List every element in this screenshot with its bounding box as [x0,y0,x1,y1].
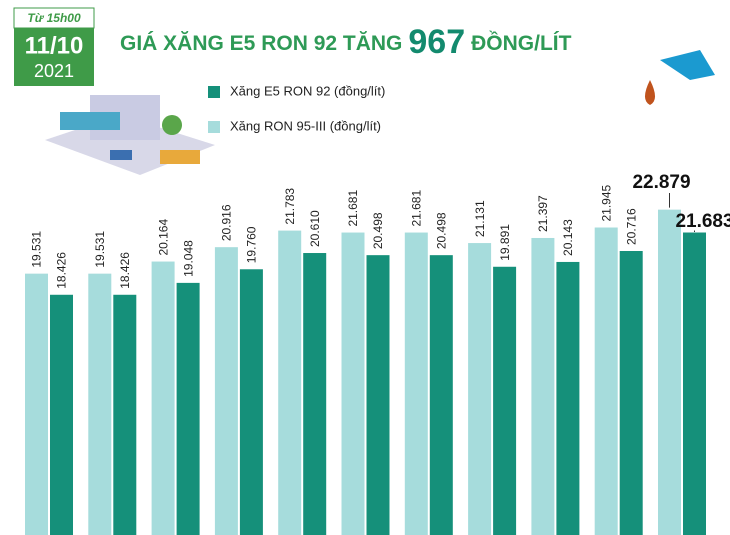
value-label: 20.916 [220,204,234,241]
bar [113,294,137,535]
legend-swatch [208,86,220,98]
legend-label: Xăng RON 95-III (đồng/lít) [230,118,381,133]
bar [658,209,681,535]
value-label: 18.426 [55,252,69,289]
date-day: 11/10 [25,32,84,59]
bar [151,261,175,535]
bar [404,232,428,535]
bar [278,230,302,535]
bar [683,232,706,535]
value-label: 21.945 [599,184,613,221]
bar [619,250,643,535]
chart-title: GIÁ XĂNG E5 RON 92 TĂNG 967 ĐỒNG/LÍT [120,23,572,61]
value-label: 19.531 [93,231,107,268]
value-label: 20.610 [308,210,322,247]
bar [239,269,263,535]
value-label: 21.683 [675,211,730,232]
bar [341,232,365,535]
bar [468,243,492,535]
bar [429,255,453,535]
legend-swatch [208,121,220,133]
value-label: 20.143 [561,219,575,256]
bar [366,255,390,535]
title-end: ĐỒNG/LÍT [471,31,571,55]
value-label: 20.498 [371,212,385,249]
value-label: 21.397 [536,195,550,232]
date-year: 2021 [34,61,74,81]
bar [493,266,517,535]
value-label: 19.531 [30,231,44,268]
bar [214,247,238,535]
legend-label: Xăng E5 RON 92 (đồng/lít) [230,83,385,98]
value-label: 21.131 [473,200,487,237]
bar [25,273,48,535]
bar [50,294,73,535]
bar [176,282,200,535]
value-label: 19.760 [245,226,259,263]
value-label: 21.681 [409,190,423,227]
title-highlight: 967 [408,23,465,61]
value-label: 19.891 [498,224,512,261]
value-label: 19.048 [181,240,195,277]
bar [594,227,618,535]
bar [556,261,580,535]
value-label: 18.426 [118,252,132,289]
fuel-nozzle-icon [645,50,715,105]
bar [88,273,112,535]
value-label: 22.879 [632,172,690,193]
date-badge-top [13,7,95,29]
value-label: 20.164 [156,219,170,256]
value-label: 21.783 [283,188,297,225]
date-time: Từ 15h00 [27,11,81,25]
station-illustration [45,95,215,175]
value-label: 20.716 [624,208,638,245]
bar [531,237,555,535]
title-main: GIÁ XĂNG E5 RON 92 TĂNG [120,32,402,55]
bar [303,253,327,535]
value-label: 20.498 [434,212,448,249]
value-label: 21.681 [346,190,360,227]
